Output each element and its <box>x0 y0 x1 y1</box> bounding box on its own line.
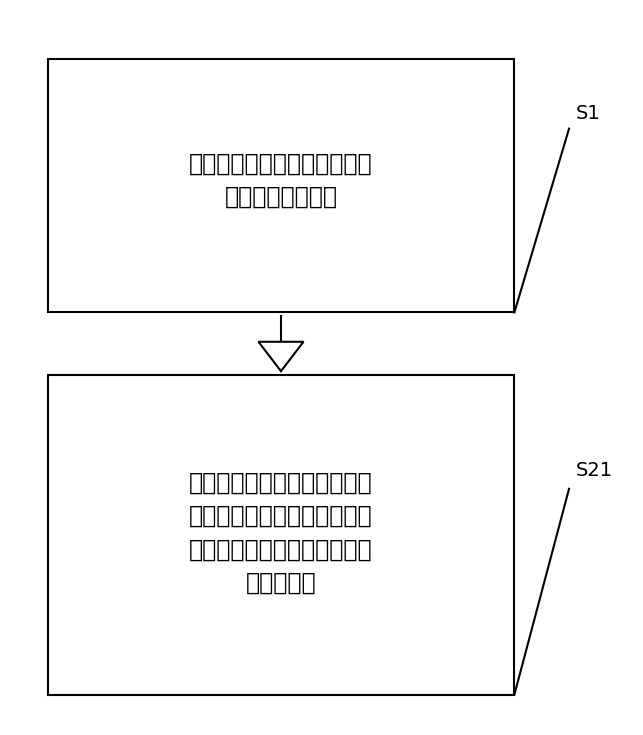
Text: 根据两端分别设置的图形标贴
的空间位置计算出由该房门分
隔的两个清扫区域之间的虚拟
边界的位置: 根据两端分别设置的图形标贴 的空间位置计算出由该房门分 隔的两个清扫区域之间的虚… <box>189 470 373 595</box>
Text: 扫地机器人探测设置于室内房
间门框上的标记物: 扫地机器人探测设置于室内房 间门框上的标记物 <box>189 151 373 209</box>
Text: S1: S1 <box>575 104 600 123</box>
Polygon shape <box>258 342 303 371</box>
Bar <box>48 375 514 695</box>
Bar <box>48 59 514 312</box>
Text: S21: S21 <box>575 461 613 480</box>
